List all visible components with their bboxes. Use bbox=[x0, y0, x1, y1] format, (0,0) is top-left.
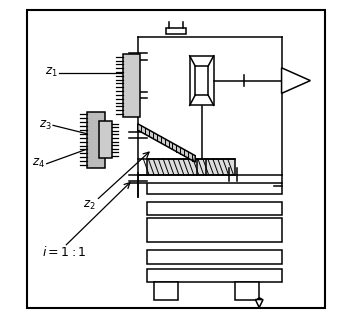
Text: $i=1:1$: $i=1:1$ bbox=[42, 245, 87, 259]
Bar bbox=[147, 202, 282, 215]
Text: $z_2$: $z_2$ bbox=[83, 199, 96, 212]
Bar bbox=[166, 28, 186, 34]
Polygon shape bbox=[138, 124, 195, 162]
Bar bbox=[190, 56, 214, 105]
Text: $z_4$: $z_4$ bbox=[32, 157, 45, 170]
Bar bbox=[147, 218, 282, 242]
Text: $z_1$: $z_1$ bbox=[45, 66, 58, 79]
Bar bbox=[147, 269, 282, 282]
Bar bbox=[147, 250, 282, 265]
Bar bbox=[122, 54, 140, 117]
Bar bbox=[87, 112, 105, 168]
Polygon shape bbox=[282, 68, 310, 93]
Bar bbox=[195, 66, 208, 95]
Text: $z_3$: $z_3$ bbox=[39, 119, 51, 132]
Bar bbox=[99, 121, 112, 158]
Bar bbox=[154, 282, 178, 299]
Bar bbox=[235, 282, 259, 299]
Polygon shape bbox=[255, 299, 263, 308]
Polygon shape bbox=[147, 159, 235, 175]
Bar bbox=[147, 183, 282, 194]
